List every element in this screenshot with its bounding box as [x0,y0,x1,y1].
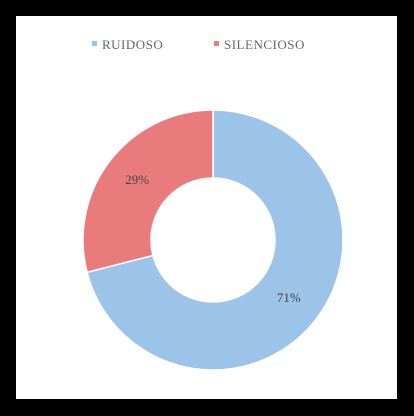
donut-segment [82,109,214,274]
legend-label: RUIDOSO [102,37,163,52]
legend-label: SILENCIOSO [224,37,305,52]
data-label: 71% [277,290,301,305]
data-label: 29% [125,172,149,187]
donut-segment [86,109,344,371]
legend-swatch [92,41,97,46]
legend-swatch [214,41,219,46]
